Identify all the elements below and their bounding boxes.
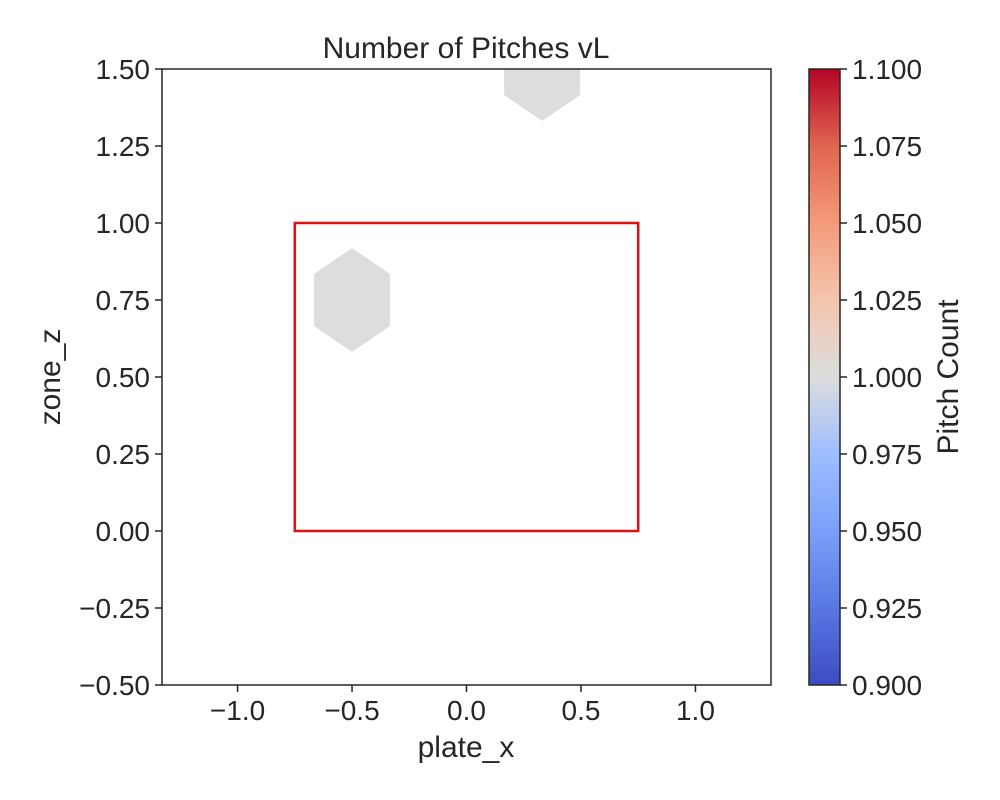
- y-tick-label: −0.50: [79, 670, 150, 701]
- colorbar-tick-label: 0.975: [852, 439, 922, 470]
- y-tick-label: 0.50: [96, 362, 151, 393]
- colorbar-tick-label: 1.100: [852, 54, 922, 85]
- x-axis-label: plate_x: [418, 731, 515, 764]
- plot-frame: [161, 68, 772, 686]
- hexbin-cell: [504, 69, 581, 121]
- x-tick-label: 1.0: [676, 695, 715, 726]
- x-tick-label: −1.0: [210, 695, 265, 726]
- colorbar-tick-label: 0.950: [852, 516, 922, 547]
- x-tick-label: 0.0: [447, 695, 486, 726]
- colorbar-tick-label: 1.050: [852, 208, 922, 239]
- y-axis-label: zone_z: [34, 329, 67, 426]
- colorbar-tick-label: 1.025: [852, 285, 922, 316]
- colorbar: [808, 68, 841, 686]
- hexbin-cell: [314, 248, 390, 352]
- y-tick-label: 0.25: [96, 439, 151, 470]
- colorbar-tick-label: 1.075: [852, 131, 922, 162]
- chart-title: Number of Pitches vL: [323, 32, 610, 65]
- y-tick-label: 0.00: [96, 516, 151, 547]
- y-tick-label: 1.50: [96, 54, 151, 85]
- y-tick-label: 1.00: [96, 208, 151, 239]
- y-tick-label: 1.25: [96, 131, 151, 162]
- y-tick-label: −0.25: [79, 593, 150, 624]
- colorbar-tick-label: 0.925: [852, 593, 922, 624]
- colorbar-label: Pitch Count: [932, 299, 965, 455]
- y-tick-label: 0.75: [96, 285, 151, 316]
- colorbar-tick-label: 0.900: [852, 670, 922, 701]
- x-tick-label: 0.5: [562, 695, 601, 726]
- x-tick-label: −0.5: [324, 695, 379, 726]
- colorbar-tick-label: 1.000: [852, 362, 922, 393]
- strike-zone-rect: [293, 221, 640, 533]
